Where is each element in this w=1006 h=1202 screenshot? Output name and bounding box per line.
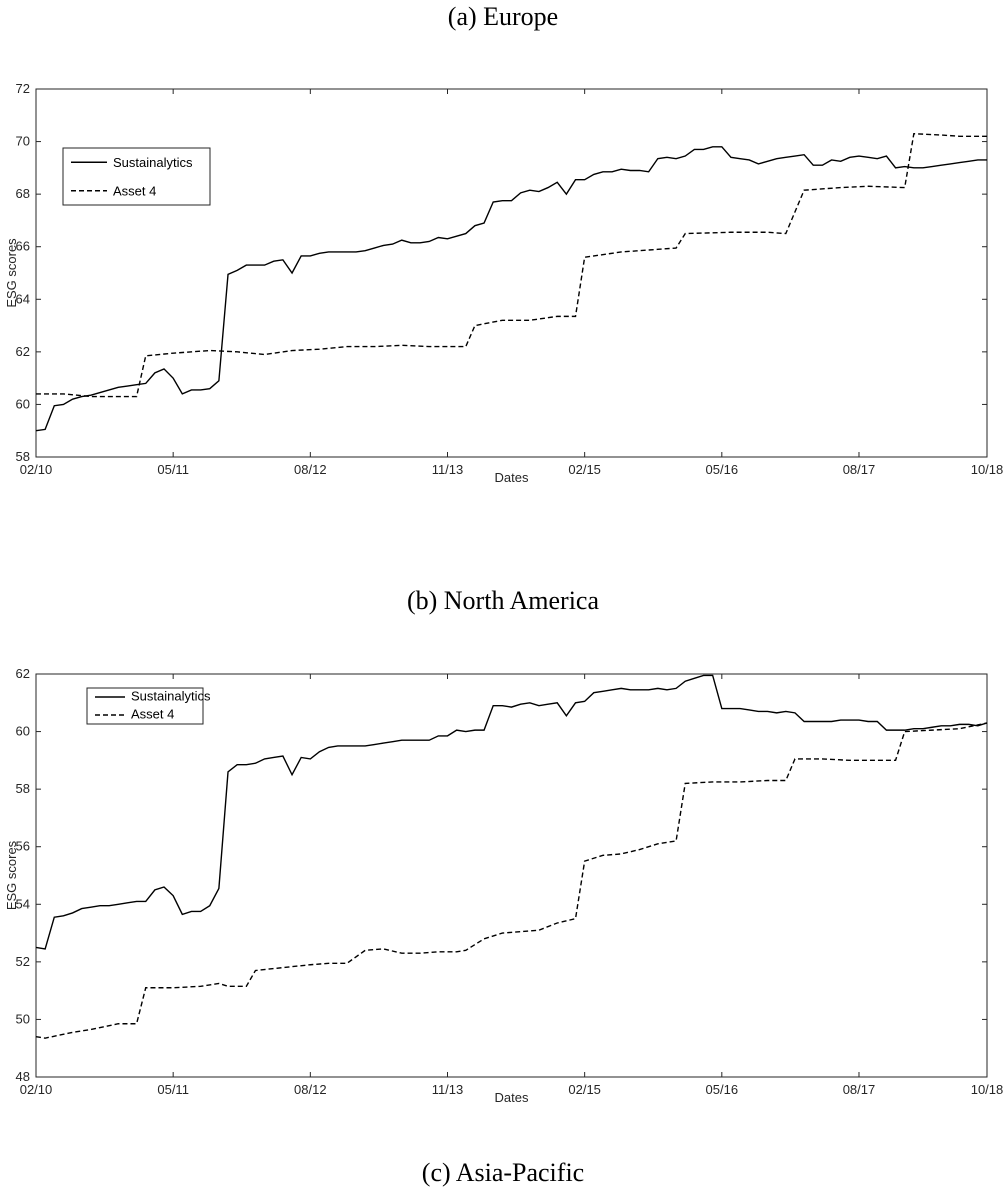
x-tick-label: 11/13 [432, 1082, 464, 1097]
chart-caption-asia-pacific: (c) Asia-Pacific [421, 1158, 585, 1187]
legend: Sustainalytics Asset 4 [62, 147, 211, 206]
x-tick-label: 05/16 [706, 462, 739, 477]
y-tick-label: 48 [16, 1069, 30, 1084]
x-tick-label: 08/17 [843, 1082, 876, 1097]
x-tick-label: 10/18 [971, 462, 1004, 477]
legend: Sustainalytics Asset 4 [86, 687, 211, 725]
plot-frame [35, 88, 988, 458]
y-tick-label: 62 [16, 344, 30, 359]
y-tick-label: 66 [16, 239, 30, 254]
x-tick-label: 11/13 [432, 462, 464, 477]
x-tick-label: 08/12 [294, 462, 327, 477]
y-tick-label: 70 [16, 134, 30, 149]
x-tick-label: 02/15 [568, 462, 601, 477]
x-tick-label: 08/17 [843, 462, 876, 477]
x-tick-label: 05/16 [706, 1082, 739, 1097]
legend-box [86, 687, 204, 725]
chart-north-america: 58 60 62 64 66 68 70 72 02/10 05/11 08/12 11/13 02/1… [4, 81, 1004, 485]
y-tick-label: 68 [16, 186, 30, 201]
y-tick-label: 60 [16, 396, 30, 411]
legend-label: Asset 4 [113, 183, 156, 198]
x-axis-label: Dates [495, 1090, 529, 1105]
legend-label: Asset 4 [131, 707, 174, 722]
plot-frame [35, 673, 988, 1078]
legend-box [62, 147, 211, 206]
legend-label: Sustainalytics [131, 689, 211, 704]
x-tick-label: 05/11 [157, 462, 189, 477]
y-axis-label: ESG scores [4, 238, 19, 308]
y-tick-label: 52 [16, 954, 30, 969]
series-line-asset-4 [35, 722, 988, 1039]
y-tick-label: 50 [16, 1011, 30, 1026]
series-line-sustainalytics [35, 674, 988, 950]
chart-caption-north-america: (b) North America [406, 586, 600, 615]
x-tick-label: 02/10 [20, 1082, 53, 1097]
y-tick-label: 54 [16, 896, 30, 911]
y-tick-label: 72 [16, 81, 30, 96]
y-tick-label: 58 [16, 781, 30, 796]
x-tick-label: 10/18 [971, 1082, 1004, 1097]
legend-label: Sustainalytics [113, 155, 193, 170]
y-tick-label: 62 [16, 666, 30, 681]
chart-caption-europe: (a) Europe [447, 2, 559, 31]
x-tick-label: 02/15 [568, 1082, 601, 1097]
y-tick-label: 56 [16, 839, 30, 854]
x-tick-label: 02/10 [20, 462, 53, 477]
y-axis-label: ESG scores [4, 840, 19, 910]
x-tick-label: 08/12 [294, 1082, 327, 1097]
y-tick-label: 64 [16, 291, 30, 306]
series-line-sustainalytics [35, 146, 987, 432]
series-line-asset-4 [36, 132, 987, 398]
y-tick-label: 60 [16, 724, 30, 739]
x-axis-label: Dates [495, 470, 529, 485]
chart-asia-pacific: 48 50 52 54 56 58 60 62 02/10 05/11 08/12 11/13 02/1… [4, 666, 1004, 1105]
y-tick-label: 58 [16, 449, 30, 464]
x-tick-label: 05/11 [157, 1082, 189, 1097]
